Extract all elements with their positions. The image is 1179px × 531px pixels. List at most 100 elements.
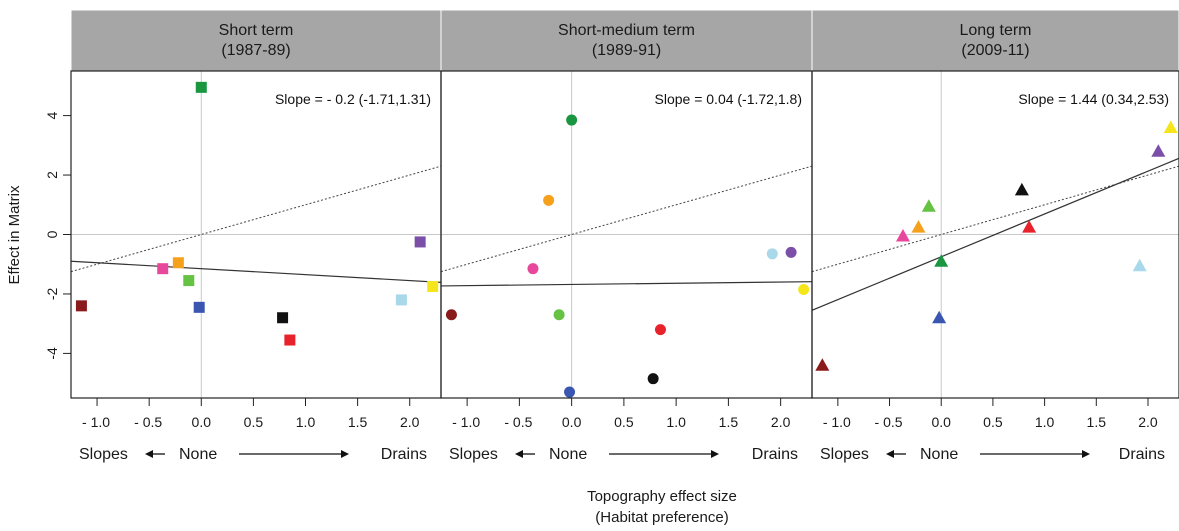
panel-strip [811, 9, 1179, 72]
x-tick-label: 2.0 [771, 414, 791, 430]
arrow-left-head [886, 450, 894, 458]
regression-line [441, 281, 812, 287]
data-point-triangle [1132, 258, 1147, 272]
data-point-square [157, 263, 169, 275]
identity-line [441, 165, 812, 273]
panel-subtitle: (1987-89) [221, 42, 290, 59]
slope-annotation: Slope = - 0.2 (-1.71,1.31) [275, 91, 431, 107]
x-tick-label: 1.5 [1087, 414, 1107, 430]
data-point-circle [445, 309, 457, 321]
x-tick-label: 1.5 [719, 414, 739, 430]
data-point-circle [766, 248, 778, 260]
panel-title: Short term [219, 22, 294, 39]
panel-strip [70, 9, 442, 72]
data-point-circle [553, 309, 565, 321]
arrow-right-head [1082, 450, 1090, 458]
direction-label-drains: Drains [381, 446, 427, 463]
data-point-circle [527, 263, 539, 275]
x-tick-label: - 1.0 [452, 414, 480, 430]
panels-layer: Short term (1987-89) Slope = - 0.2 (-1.71,… [44, 9, 1179, 463]
data-point-square [75, 300, 87, 312]
direction-label-none: None [179, 446, 217, 463]
panel-title: Short-medium term [558, 22, 695, 39]
data-point-circle [543, 194, 555, 206]
identity-line [812, 165, 1179, 273]
data-point-circle [654, 324, 666, 336]
x-tick-label: - 0.5 [134, 414, 162, 430]
direction-label-drains: Drains [1119, 446, 1165, 463]
data-point-square [195, 81, 207, 93]
arrow-left-head [515, 450, 523, 458]
y-tick-label: 0 [44, 230, 60, 238]
data-point-triangle [1151, 144, 1166, 157]
x-tick-label: 1.0 [666, 414, 686, 430]
data-point-circle [566, 114, 578, 126]
data-point-triangle [932, 310, 947, 324]
x-tick-label: 1.5 [348, 414, 368, 430]
data-point-triangle [921, 199, 936, 212]
identity-line [71, 165, 441, 273]
data-point-circle [564, 386, 576, 398]
x-tick-label: - 1.0 [82, 414, 110, 430]
data-point-triangle [815, 358, 830, 371]
data-point-square [427, 281, 439, 293]
direction-label-drains: Drains [752, 446, 798, 463]
x-tick-label: 2.0 [400, 414, 420, 430]
data-point-square [172, 257, 184, 269]
slope-annotation: Slope = 0.04 (-1.72,1.8) [655, 91, 803, 107]
data-point-circle [647, 373, 659, 385]
y-tick-label: -4 [44, 347, 60, 360]
direction-label-none: None [549, 446, 587, 463]
direction-label-slopes: Slopes [449, 446, 498, 463]
panel-plot-area [812, 71, 1179, 398]
x-tick-label: 0.0 [192, 414, 212, 430]
direction-label-slopes: Slopes [79, 446, 128, 463]
data-point-square [395, 294, 407, 306]
data-point-square [193, 301, 205, 313]
x-tick-label: 0.5 [244, 414, 264, 430]
x-tick-label: - 1.0 [823, 414, 851, 430]
direction-label-none: None [920, 446, 958, 463]
regression-line [71, 260, 441, 283]
x-tick-label: 0.5 [983, 414, 1003, 430]
data-point-triangle [1014, 182, 1029, 196]
x-tick-label: 0.5 [614, 414, 634, 430]
data-point-triangle [934, 254, 949, 267]
x-tick-label: 0.0 [562, 414, 582, 430]
y-axis-label: Effect in Matrix [6, 185, 23, 284]
panel-frame [811, 70, 1179, 399]
panel-subtitle: (1989-91) [592, 42, 661, 59]
data-point-square [284, 334, 296, 346]
direction-label-slopes: Slopes [820, 446, 869, 463]
panel-subtitle: (2009-11) [961, 42, 1029, 59]
panel-title: Long term [959, 22, 1031, 39]
x-axis-label-line2: (Habitat preference) [595, 509, 728, 526]
data-point-circle [785, 246, 797, 258]
y-tick-label: -2 [44, 288, 60, 301]
x-tick-label: 1.0 [1035, 414, 1055, 430]
data-point-square [183, 275, 195, 287]
arrow-right-head [711, 450, 719, 458]
panel-plot-area [71, 71, 441, 398]
panel-2: Short-medium term (1989-91) Slope = 0.04 (… [440, 9, 813, 463]
x-tick-label: - 0.5 [875, 414, 903, 430]
slope-annotation: Slope = 1.44 (0.34,2.53) [1018, 91, 1169, 107]
data-point-triangle [1022, 220, 1037, 233]
x-axis-label-line1: Topography effect size [587, 488, 737, 505]
y-tick-label: 4 [44, 111, 60, 119]
data-point-triangle [895, 228, 910, 242]
data-point-square [277, 312, 289, 324]
data-point-square [414, 236, 426, 248]
x-tick-label: 1.0 [296, 414, 316, 430]
y-tick-label: 2 [44, 171, 60, 179]
regression-line [812, 157, 1179, 311]
panel-1: Short term (1987-89) Slope = - 0.2 (-1.71,… [44, 9, 442, 463]
x-tick-label: 0.0 [931, 414, 951, 430]
panel-3: Long term (2009-11) Slope = 1.44 (0.34,2.5… [811, 9, 1179, 463]
x-tick-label: - 0.5 [504, 414, 532, 430]
arrow-right-head [341, 450, 349, 458]
x-tick-label: 2.0 [1138, 414, 1158, 430]
panel-strip [440, 9, 813, 72]
arrow-left-head [145, 450, 153, 458]
